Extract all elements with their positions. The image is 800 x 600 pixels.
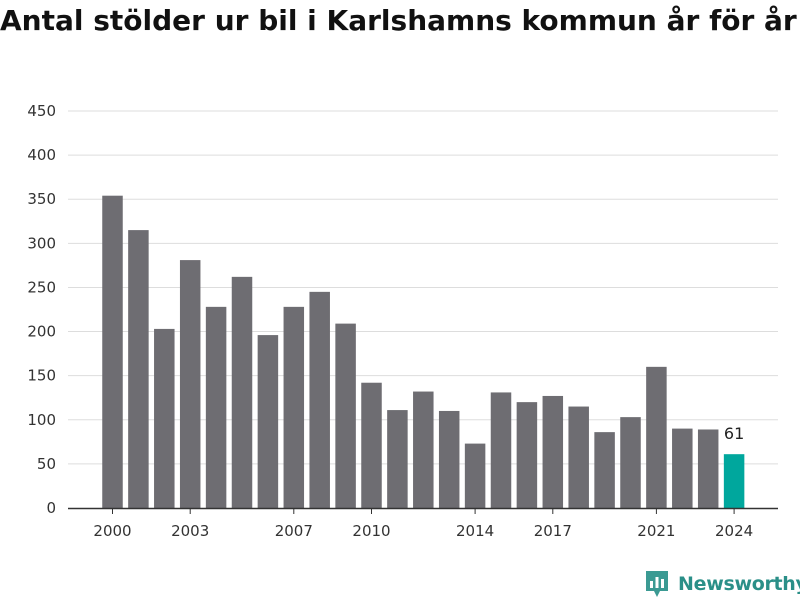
bar-2024 xyxy=(723,454,745,508)
y-axis-ticks: 0 50 100 150 200 250 300 350 400 450 xyxy=(27,102,56,517)
bar-2006 xyxy=(257,335,279,508)
bar-2000 xyxy=(102,195,123,508)
bar-2004 xyxy=(205,306,227,508)
bar-2014 xyxy=(464,443,486,508)
data-label-2024: 61 xyxy=(724,424,744,443)
x-tick-label: 2003 xyxy=(171,522,209,540)
y-tick-label: 400 xyxy=(27,146,56,164)
y-tick-label: 200 xyxy=(27,323,56,341)
brand-logo: Newsworthy xyxy=(644,568,800,600)
y-tick-label: 100 xyxy=(27,411,56,429)
x-tick-label: 2024 xyxy=(715,522,753,540)
x-tick-label: 2014 xyxy=(456,522,494,540)
bar-2012 xyxy=(413,391,434,508)
x-tick-label: 2017 xyxy=(534,522,572,540)
bar-2017 xyxy=(542,395,564,508)
bar-2009 xyxy=(335,323,356,508)
bar-2019 xyxy=(594,432,615,508)
y-tick-label: 350 xyxy=(27,190,56,208)
brand-name: Newsworthy xyxy=(678,573,800,595)
bar-2003 xyxy=(179,260,201,508)
x-axis-ticks: 2000 2003 2007 2010 2014 2017 2021 2024 xyxy=(93,508,753,540)
bars xyxy=(102,195,745,508)
newsworthy-logo-icon xyxy=(646,571,668,597)
bar-2010 xyxy=(361,382,382,508)
y-tick-label: 50 xyxy=(37,455,56,473)
y-tick-label: 150 xyxy=(27,367,56,385)
bar-2018 xyxy=(568,406,589,508)
data-labels: 61 xyxy=(724,424,744,443)
chart-title: Antal stölder ur bil i Karlshamns kommun… xyxy=(0,4,797,37)
bar-2023 xyxy=(697,429,719,508)
bar-2015 xyxy=(490,392,512,508)
bar-2022 xyxy=(672,428,693,508)
bar-2002 xyxy=(154,328,175,508)
y-tick-label: 250 xyxy=(27,278,56,296)
bar-2020 xyxy=(620,417,641,508)
bar-2021 xyxy=(646,366,667,508)
y-tick-label: 450 xyxy=(27,102,56,120)
bar-2016 xyxy=(516,402,538,508)
bar-2008 xyxy=(309,291,330,508)
y-tick-label: 0 xyxy=(46,499,56,517)
x-tick-label: 2000 xyxy=(93,522,131,540)
bar-2005 xyxy=(231,276,253,508)
x-tick-label: 2007 xyxy=(275,522,313,540)
y-tick-label: 300 xyxy=(27,234,56,252)
bar-2013 xyxy=(438,410,460,508)
x-tick-label: 2010 xyxy=(352,522,390,540)
bar-2007 xyxy=(283,306,305,508)
bar-2001 xyxy=(128,230,149,508)
bar-2011 xyxy=(387,410,408,508)
x-tick-label: 2021 xyxy=(637,522,675,540)
